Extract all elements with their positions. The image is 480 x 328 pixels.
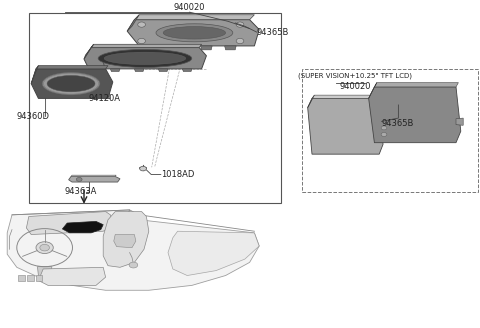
Polygon shape xyxy=(37,267,52,280)
Polygon shape xyxy=(114,235,136,248)
Text: 94365B: 94365B xyxy=(257,28,289,37)
Polygon shape xyxy=(369,83,377,98)
Polygon shape xyxy=(91,44,202,48)
Polygon shape xyxy=(369,87,461,143)
Polygon shape xyxy=(456,118,463,125)
Circle shape xyxy=(236,38,244,44)
Polygon shape xyxy=(110,69,120,72)
Polygon shape xyxy=(134,15,254,20)
Polygon shape xyxy=(168,231,259,276)
Polygon shape xyxy=(127,15,139,31)
Polygon shape xyxy=(31,66,38,84)
Circle shape xyxy=(138,22,145,27)
Circle shape xyxy=(236,22,244,27)
Polygon shape xyxy=(177,46,188,50)
Ellipse shape xyxy=(47,75,95,92)
Polygon shape xyxy=(62,221,103,233)
Circle shape xyxy=(36,242,53,254)
Text: 940020: 940020 xyxy=(339,82,371,91)
Polygon shape xyxy=(312,95,382,98)
Text: 940020: 940020 xyxy=(174,3,205,12)
Circle shape xyxy=(381,126,387,130)
Polygon shape xyxy=(84,48,206,69)
Polygon shape xyxy=(158,69,168,72)
Circle shape xyxy=(40,244,49,251)
Text: 1018AD: 1018AD xyxy=(161,170,194,179)
Polygon shape xyxy=(225,46,236,50)
Circle shape xyxy=(76,177,82,181)
Text: (SUPER VISION+10.25" TFT LCD): (SUPER VISION+10.25" TFT LCD) xyxy=(298,73,412,79)
Polygon shape xyxy=(69,176,120,182)
Circle shape xyxy=(140,166,146,171)
Polygon shape xyxy=(308,98,383,154)
Polygon shape xyxy=(103,212,149,267)
Ellipse shape xyxy=(42,72,100,95)
Text: 94363A: 94363A xyxy=(65,187,97,196)
Bar xyxy=(302,69,478,192)
Ellipse shape xyxy=(156,24,233,42)
Polygon shape xyxy=(153,46,164,50)
Polygon shape xyxy=(134,69,144,72)
Polygon shape xyxy=(127,20,259,46)
Polygon shape xyxy=(38,267,106,285)
Ellipse shape xyxy=(104,52,186,65)
Bar xyxy=(36,275,42,281)
Bar xyxy=(27,275,34,281)
Polygon shape xyxy=(182,69,192,72)
Circle shape xyxy=(381,133,387,136)
Circle shape xyxy=(129,262,138,268)
Text: 94120A: 94120A xyxy=(89,94,121,103)
Text: 94365B: 94365B xyxy=(382,118,414,128)
Polygon shape xyxy=(308,95,314,108)
Polygon shape xyxy=(84,44,94,59)
Polygon shape xyxy=(26,212,113,235)
Circle shape xyxy=(138,38,145,44)
Polygon shape xyxy=(31,69,113,98)
Polygon shape xyxy=(7,210,259,290)
Text: 94360D: 94360D xyxy=(17,112,50,121)
Ellipse shape xyxy=(98,50,192,68)
Polygon shape xyxy=(201,46,212,50)
Polygon shape xyxy=(36,66,108,69)
Polygon shape xyxy=(71,175,116,176)
Ellipse shape xyxy=(163,27,226,39)
Bar xyxy=(29,13,281,203)
Polygon shape xyxy=(374,83,458,87)
Bar xyxy=(18,275,25,281)
